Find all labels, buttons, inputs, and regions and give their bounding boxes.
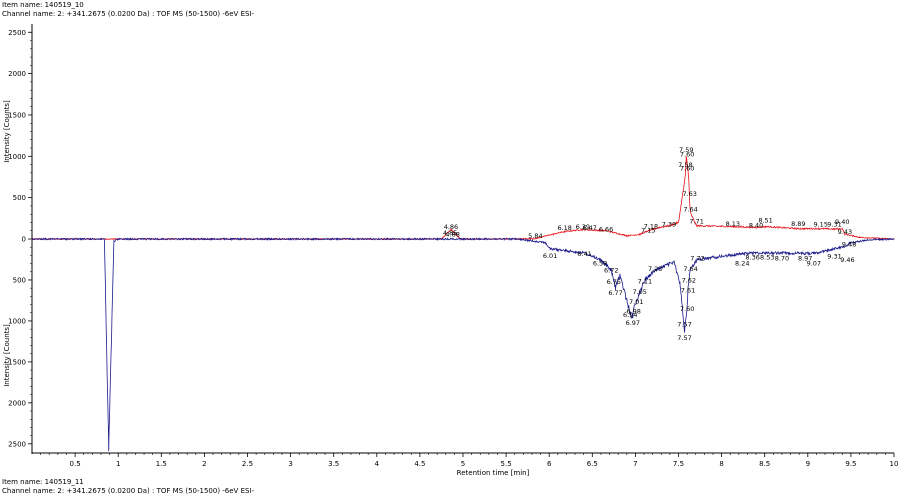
- x-tick-label: 2: [202, 460, 206, 468]
- peak-label-top: 9.40: [835, 218, 849, 226]
- peak-label-top: 5.84: [528, 232, 542, 240]
- peak-label-top: 6.39: [576, 223, 590, 231]
- peak-label-top: 8.13: [726, 220, 740, 228]
- peak-label-top: 9.31: [827, 221, 841, 229]
- peak-label-top: 6.66: [599, 226, 613, 234]
- peak-label-top: 6.18: [557, 224, 571, 232]
- y-tick-label-bottom: 2000: [8, 399, 26, 407]
- peak-label-top: 4.86: [444, 223, 458, 231]
- peak-label-bottom: 6.77: [608, 289, 622, 297]
- peak-label-bottom: 7.60: [680, 305, 694, 313]
- peak-label-top: 8.40: [749, 221, 763, 229]
- x-tick-label: 5.5: [501, 460, 512, 468]
- peak-label-bottom: 7.62: [682, 276, 696, 284]
- peak-label-bottom: 7.23: [648, 265, 662, 273]
- peak-label-bottom: 6.75: [607, 278, 621, 286]
- y-tick-label-bottom: 500: [13, 276, 26, 284]
- peak-label-bottom: 9.46: [840, 256, 854, 264]
- peak-label-top: 7.18: [644, 222, 658, 230]
- peak-label-top: 7.58: [678, 161, 692, 169]
- x-tick-label: 4.5: [414, 460, 425, 468]
- chromatogram-chart: 0.5 1 1.5 2 2.5 3 3.5 4 4.5 5 5.5 6 6.5 7 7.5 8 8.5 9 9.5 1…: [3, 24, 898, 477]
- peak-label-bottom: 9.48: [842, 240, 856, 248]
- y-tick-label-top: 500: [13, 194, 26, 202]
- channel-name-top: Channel name: 2: +341.2675 (0.0200 Da) :…: [2, 10, 255, 18]
- y-tick-label-bottom: 2500: [8, 440, 26, 448]
- peak-label-bottom: 6.59: [593, 259, 607, 267]
- peak-label-top: 7.59: [679, 146, 693, 154]
- peak-label-bottom: 8.24: [735, 259, 749, 267]
- x-tick-label: 0.5: [70, 460, 81, 468]
- peak-label-top: 7.63: [682, 190, 696, 198]
- x-tick-label: 3.5: [328, 460, 339, 468]
- peak-label-bottom: 9.31: [827, 253, 841, 261]
- x-tick-label: 1: [116, 460, 120, 468]
- peak-label-top: 6.47: [582, 224, 596, 232]
- x-tick-label: 9.5: [845, 460, 856, 468]
- peak-label-bottom: 6.98: [626, 308, 640, 316]
- x-tick-label: 7: [633, 460, 637, 468]
- x-tick-label: 8.5: [759, 460, 770, 468]
- peak-label-top: 4.85: [443, 229, 457, 237]
- axes: 0.5 1 1.5 2 2.5 3 3.5 4 4.5 5 5.5 6 6.5 7 7.5 8 8.5 9 9.5 1…: [3, 24, 898, 477]
- y-tick-label-top: 0: [22, 236, 26, 244]
- y-tick-label-top: 1000: [8, 153, 26, 161]
- y-tick-label-bottom: 1500: [8, 358, 26, 366]
- peak-label-top: 7.71: [689, 217, 703, 225]
- peak-label-bottom: 7.64: [683, 265, 697, 273]
- peak-label-top: 9.15: [813, 221, 827, 229]
- x-tick-label: 4: [375, 460, 380, 468]
- peak-label-top: 7.39: [662, 221, 676, 229]
- peak-label-top: 7.15: [641, 226, 655, 234]
- peak-label-top: 7.64: [683, 206, 697, 214]
- peak-label-bottom: 6.94: [623, 311, 637, 319]
- y-axis-title-top: Intensity [Counts]: [3, 100, 11, 163]
- y-tick-label-top: 2500: [8, 29, 26, 37]
- x-tick-label: 2.5: [242, 460, 253, 468]
- peak-label-bottom: 8.97: [798, 254, 812, 262]
- peak-label-bottom: 7.72: [690, 254, 704, 262]
- x-tick-label: 8: [719, 460, 723, 468]
- peak-label-bottom: 6.01: [543, 252, 557, 260]
- peak-label-bottom: 8.53: [760, 254, 774, 262]
- peak-label-bottom: 8.70: [775, 254, 789, 262]
- trace-bottom-line: [31, 237, 895, 452]
- y-tick-label-top: 1500: [8, 111, 26, 119]
- channel-name-bottom: Channel name: 2: +341.2675 (0.0200 Da) :…: [2, 487, 255, 495]
- x-tick-label: 6.5: [587, 460, 598, 468]
- peak-label-bottom: 7.57: [677, 334, 691, 342]
- peak-label-top: 8.51: [758, 216, 772, 224]
- y-tick-label-top: 2000: [8, 70, 26, 78]
- peak-label-bottom: 8.36: [745, 254, 759, 262]
- x-tick-label: 9: [806, 460, 810, 468]
- peak-label-bottom: 6.41: [577, 250, 591, 258]
- x-tick-label: 1.5: [156, 460, 167, 468]
- item-name-top: Item name: 140519_10: [2, 1, 84, 9]
- peak-label-bottom: 9.07: [807, 259, 821, 267]
- item-name-bottom: Item name: 140519_11: [2, 478, 84, 486]
- peak-label-top: 9.43: [838, 228, 852, 236]
- peak-label-top: 8.89: [791, 220, 805, 228]
- peak-label-bottom: 7.61: [681, 286, 695, 294]
- peak-label-bottom: 7.11: [638, 277, 652, 285]
- x-tick-label: 6: [547, 460, 552, 468]
- y-axis-title-bottom: Intensity [Counts]: [3, 324, 11, 387]
- peak-label-top: 7.60: [680, 164, 694, 172]
- peak-label-bottom: 7.01: [629, 298, 643, 306]
- peak-label-bottom: 6.72: [604, 267, 618, 275]
- peak-label-top: 4.88: [445, 231, 459, 239]
- peak-label-bottom: 6.97: [626, 319, 640, 327]
- x-tick-label: 10: [890, 460, 899, 468]
- x-tick-label: 5: [461, 460, 465, 468]
- peak-labels: 4.854.864.88 5.84 6.18 6.396.47 6.66 7.157.18…: [443, 146, 857, 342]
- x-tick-label: 7.5: [673, 460, 684, 468]
- y-tick-label-bottom: 1000: [8, 317, 26, 325]
- peak-label-bottom: 7.05: [632, 288, 646, 296]
- x-axis-title: Retention time [min]: [457, 469, 530, 477]
- x-tick-label: 3: [288, 460, 292, 468]
- trace-top-line: [31, 156, 895, 241]
- peak-label-bottom: 7.57: [677, 321, 691, 329]
- peak-label-top: 7.60: [680, 150, 694, 158]
- series-group: [31, 156, 895, 452]
